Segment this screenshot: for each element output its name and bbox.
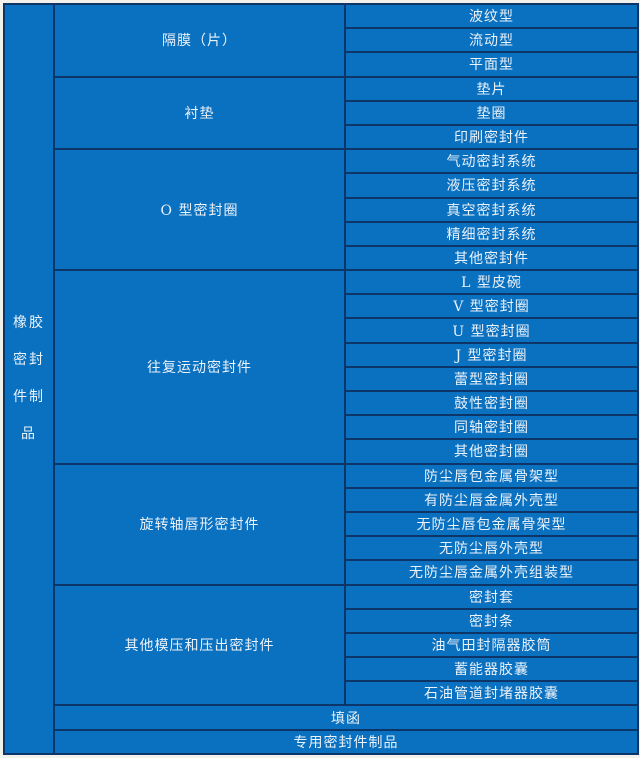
root-label-line: 件制 [13, 389, 45, 405]
subtype-cell: L 型皮碗 [344, 269, 639, 296]
subtype-cell: 蓄能器胶囊 [344, 656, 639, 683]
subtype-cell: 印刷密封件 [344, 123, 639, 151]
subtype-cell: J 型密封圈 [344, 341, 639, 368]
subtype-cell: 其他密封件 [344, 244, 639, 272]
root-category-cell: 橡胶 密封 件制 品 [3, 3, 55, 755]
section-label-cell: 隔膜（片） [53, 3, 346, 78]
root-label-line: 品 [21, 426, 37, 442]
subtype-cell: 垫片 [344, 75, 639, 102]
section-label-cell: 往复运动密封件 [53, 269, 346, 465]
subtype-cell: 密封条 [344, 607, 639, 634]
subtype-cell: 石油管道封堵器胶囊 [344, 680, 639, 707]
subtype-cell: 有防尘唇金属外壳型 [344, 486, 639, 513]
subtype-cell: V 型密封圈 [344, 293, 639, 320]
subtype-cell: 无防尘唇外壳型 [344, 535, 639, 562]
section-label-cell: O 型密封圈 [53, 148, 346, 272]
subtype-cell: 波纹型 [344, 2, 639, 30]
subtype-cell: 精细密封系统 [344, 220, 639, 247]
subtype-cell: 真空密封系统 [344, 196, 639, 223]
subtype-cell: 防尘唇包金属骨架型 [344, 462, 639, 489]
root-label-line: 密封 [13, 352, 45, 368]
subtype-cell: 流动型 [344, 27, 639, 54]
subtype-cell: 液压密封系统 [344, 172, 639, 199]
merged-row-cell: 专用密封件制品 [53, 728, 639, 756]
section-label-cell: 其他模压和压出密封件 [53, 583, 346, 707]
subtype-cell: 同轴密封圈 [344, 414, 639, 441]
root-label-line: 橡胶 [13, 315, 45, 331]
subtype-cell: 其他密封圈 [344, 438, 639, 465]
root-category-label: 橡胶 密封 件制 品 [6, 305, 52, 453]
subtype-cell: U 型密封圈 [344, 317, 639, 344]
subtype-cell: 无防尘唇包金属骨架型 [344, 510, 639, 538]
seal-classification-table: 橡胶 密封 件制 品 隔膜（片） 波纹型 流动型 平面型 衬垫 垫片 垫圈 印刷… [3, 2, 639, 756]
section-label-cell: 衬垫 [53, 75, 346, 151]
subtype-cell: 无防尘唇金属外壳组装型 [344, 559, 639, 586]
section-label-cell: 旋转轴唇形密封件 [53, 462, 346, 586]
merged-row-cell: 填函 [53, 704, 639, 731]
subtype-cell: 蕾型密封圈 [344, 365, 639, 393]
subtype-cell: 鼓性密封圈 [344, 389, 639, 417]
subtype-cell: 密封套 [344, 583, 639, 610]
subtype-cell: 气动密封系统 [344, 148, 639, 175]
subtype-cell: 平面型 [344, 51, 639, 78]
subtype-cell: 油气田封隔器胶筒 [344, 631, 639, 659]
subtype-cell: 垫圈 [344, 99, 639, 126]
